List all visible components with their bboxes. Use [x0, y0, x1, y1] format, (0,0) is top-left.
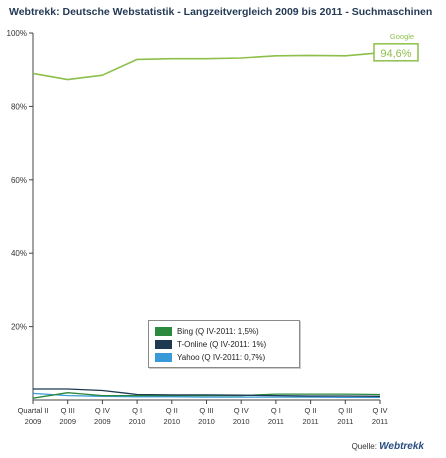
- series-line-yahoo: [32, 392, 380, 399]
- y-tick-label-100: 100%: [7, 29, 27, 38]
- end-value-label-google: 94,6%: [380, 48, 411, 60]
- x-tick-year-0: 2009: [25, 417, 42, 426]
- x-tick-label-7: Q I: [271, 406, 281, 415]
- series-name-google: Google: [390, 32, 414, 41]
- source-credit: Quelle: Webtrekk: [352, 441, 424, 452]
- y-tick-label-60: 60%: [11, 176, 27, 185]
- x-tick-label-9: Q III: [338, 406, 352, 415]
- legend-item-yahoo: Yahoo (Q IV-2011: 0,7%): [155, 352, 265, 363]
- x-tick-label-0: Quartal II: [18, 406, 49, 415]
- legend: Bing (Q IV-2011: 1,5%) T-Online (Q IV-20…: [148, 320, 300, 368]
- x-tick-label-4: Q II: [166, 406, 178, 415]
- x-tick-year-1: 2009: [59, 417, 76, 426]
- legend-item-t-online: T-Online (Q IV-2011: 1%): [155, 339, 266, 350]
- source-brand: Webtrekk: [379, 441, 424, 452]
- x-tick-year-8: 2011: [303, 417, 319, 426]
- x-tick-label-2: Q IV: [95, 406, 110, 415]
- legend-label-yahoo: Yahoo (Q IV-2011: 0,7%): [177, 353, 266, 362]
- x-tick-label-3: Q I: [132, 406, 142, 415]
- yahoo-swatch: [155, 353, 172, 362]
- y-tick-label-40: 40%: [11, 249, 27, 258]
- x-tick-label-5: Q III: [199, 406, 213, 415]
- t-online-swatch: [155, 340, 172, 349]
- x-tick-year-4: 2010: [163, 417, 180, 426]
- x-tick-label-10: Q IV: [372, 406, 387, 415]
- x-tick-label-1: Q III: [61, 406, 75, 415]
- legend-label-t-online: T-Online (Q IV-2011: 1%): [177, 340, 267, 349]
- x-tick-year-7: 2011: [268, 417, 284, 426]
- y-tick-label-80: 80%: [11, 102, 27, 111]
- x-tick-label-8: Q II: [305, 406, 317, 415]
- legend-item-bing: Bing (Q IV-2011: 1,5%): [155, 326, 259, 337]
- end-value-box-google: [373, 43, 419, 62]
- series-line-bing: [32, 392, 381, 399]
- x-tick-year-3: 2010: [129, 417, 146, 426]
- y-tick-label-20: 20%: [11, 323, 27, 332]
- x-tick-year-10: 2011: [372, 417, 388, 426]
- series-line-t-online: [33, 388, 381, 397]
- x-tick-year-6: 2010: [233, 417, 250, 426]
- x-tick-label-6: Q IV: [234, 406, 249, 415]
- legend-label-bing: Bing (Q IV-2011: 1,5%): [177, 327, 259, 336]
- series-line-google: [32, 52, 381, 81]
- x-tick-year-9: 2011: [337, 417, 353, 426]
- bing-swatch: [155, 327, 172, 336]
- x-tick-year-5: 2010: [198, 417, 215, 426]
- x-tick-year-2: 2009: [94, 417, 111, 426]
- source-prefix: Quelle:: [351, 442, 377, 451]
- chart-title: Webtrekk: Deutsche Webstatistik - Langze…: [9, 6, 433, 18]
